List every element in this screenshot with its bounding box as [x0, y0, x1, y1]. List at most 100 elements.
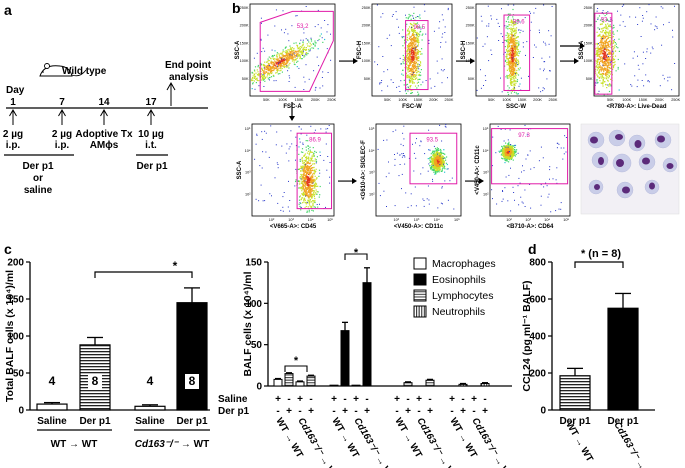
flow-x-label: FSC-A: [283, 104, 302, 110]
treatment-right: Der p1: [136, 161, 168, 172]
saline-sign: -: [461, 394, 464, 405]
mouse-label: Wild type: [62, 66, 107, 77]
treatment-left-3: saline: [24, 185, 53, 196]
panel-label-c: c: [4, 241, 12, 257]
n-label-box: [88, 374, 102, 389]
saline-sign: +: [331, 394, 337, 405]
flow-x-label: FSC-W: [402, 104, 422, 110]
group-label: Cd163⁻/⁻ → WT: [611, 420, 656, 468]
flow-events: [491, 124, 567, 213]
gate-arrowhead: [479, 178, 484, 185]
gate-value: 93.1: [601, 17, 613, 23]
gate-value: 97.3: [518, 133, 530, 139]
flow-y-tick: 10⁵: [369, 127, 375, 131]
flow-x-label: <V450-A>: CD11c: [394, 224, 444, 230]
legend-label: Eosinophils: [432, 274, 486, 286]
y-tick-label: 50: [251, 340, 263, 351]
derp1-sign: -: [276, 406, 279, 417]
timeline-diagram: Day 1 7 14 17 Wild type End point analys…: [3, 60, 212, 196]
flow-y-tick: 250K: [584, 6, 593, 10]
flow-y-tick: 10⁴: [245, 149, 251, 153]
flow-plot-frame: [489, 123, 571, 217]
flow-events: [377, 124, 455, 210]
cytospin-image: [580, 123, 680, 215]
y-tick-label: 150: [245, 258, 262, 269]
flow-y-tick: 150K: [240, 41, 249, 45]
legend-label: Lymphocytes: [432, 290, 493, 302]
flow-y-tick: 250K: [362, 6, 371, 10]
row-label-saline: Saline: [218, 394, 248, 405]
bar-eosinophils: [329, 384, 339, 387]
y-tick-label: 50: [13, 369, 25, 380]
legend-swatch: [413, 273, 427, 286]
bar: [559, 375, 591, 411]
derp1-sign: -: [450, 406, 453, 417]
legend-swatch: [413, 257, 427, 270]
gate-value: 86.9: [309, 137, 321, 143]
saline-sign: -: [343, 394, 346, 405]
flow-plot-3: 99.6 SSC-W SSC-H 50K 50K 100K 100K 150K 150K 200K…: [461, 3, 579, 110]
gate-value: 53.2: [297, 24, 309, 30]
flow-x-tick: 10⁵: [563, 218, 569, 222]
end-point-line2: analysis: [169, 72, 209, 83]
y-tick-label: 100: [7, 332, 24, 343]
derp1-sign: -: [395, 406, 398, 417]
y-tick-label: 0: [540, 406, 546, 417]
saline-sign: +: [394, 394, 400, 405]
panel-label-b: b: [232, 0, 241, 16]
y-tick-label: 200: [7, 258, 24, 269]
group-label: Cd163⁻/⁻ → WT: [351, 416, 396, 468]
flow-plot-1: 53.2 FSC-A SSC-A 50K 50K 100K 100K 150K 150K 200K…: [235, 3, 358, 110]
derp1-sign: -: [354, 406, 357, 417]
saline-sign: +: [416, 394, 422, 405]
day-label: Day: [6, 85, 25, 96]
panel-label-d: d: [528, 241, 537, 257]
dose-2-route: i.p.: [55, 140, 70, 151]
flow-y-tick: 10²: [369, 193, 375, 197]
derp1-sign: +: [460, 406, 466, 417]
flow-x-tick: 250K: [671, 98, 680, 102]
bar-lymphocytes: [403, 382, 413, 387]
n-label-box: [185, 374, 199, 389]
flow-plot-frame: [375, 123, 462, 217]
bar-eosinophils: [351, 384, 361, 387]
y-tick-label: 600: [529, 295, 546, 306]
saline-sign: -: [483, 394, 486, 405]
derp1-sign: +: [364, 406, 370, 417]
day-1: 1: [10, 97, 16, 108]
flow-events: [250, 6, 332, 91]
y-tick-label: 0: [18, 406, 24, 417]
ccl24-chart: 0 200 400 600 800 CCL24 (pg ml⁻¹ BALF) Der p1 D…: [521, 248, 656, 468]
flow-y-tick: 50K: [586, 77, 593, 81]
flow-x-tick: 10⁵: [327, 218, 333, 222]
flow-y-label: SSC-A: [237, 160, 243, 179]
bar: [176, 302, 208, 411]
dose-4-amount: 10 µg: [138, 129, 164, 140]
gate-arrowhead: [580, 43, 585, 49]
y-axis-label: Total BALF cells (x 10⁴)/ml: [4, 270, 16, 402]
gate-value: 98.5: [413, 25, 425, 31]
day-17: 17: [145, 97, 157, 108]
bar-macrophages: [306, 375, 316, 387]
flow-y-tick: 200K: [466, 24, 475, 28]
treatment-left-2: or: [33, 173, 43, 184]
flow-y-tick: 200K: [584, 24, 593, 28]
gate-rectangle: [409, 132, 458, 185]
bar-eosinophils: [362, 282, 372, 387]
bar-lymphocytes: [425, 379, 435, 387]
bar-eosinophils: [340, 330, 350, 387]
flow-x-label: <B710-A>: CD64: [507, 224, 554, 230]
flow-y-tick: 10⁴: [369, 149, 375, 153]
y-tick-label: 200: [529, 369, 546, 380]
derp1-sign: +: [308, 406, 314, 417]
saline-sign: -: [365, 394, 368, 405]
significance-star: *: [354, 247, 359, 259]
gate-rectangle: [503, 14, 531, 91]
adoptive-tx-cells: AMϕs: [90, 140, 119, 151]
legend-swatch: [413, 305, 427, 318]
significance-star: *: [173, 259, 178, 273]
derp1-sign: -: [298, 406, 301, 417]
flow-x-tick: 100K: [622, 98, 631, 102]
gate-arrowhead: [352, 178, 357, 185]
